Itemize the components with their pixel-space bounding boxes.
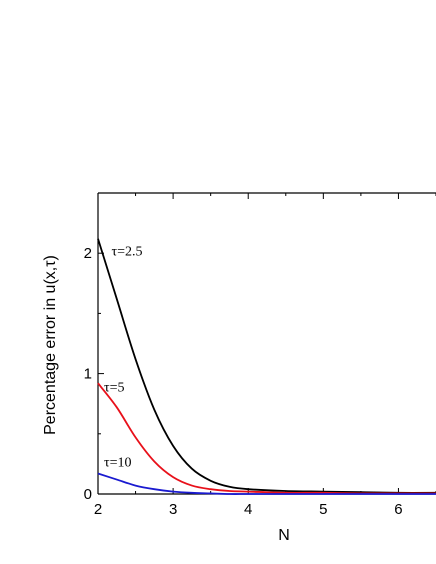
x-tick-label: 5 [319,501,327,518]
x-tick-label: 6 [394,501,402,518]
series-lines [97,238,436,495]
y-tick-label: 2 [84,245,92,262]
series-line-2 [97,382,436,495]
curve-label-2: τ=5 [104,381,125,396]
x-tick-label: 2 [94,501,102,518]
annotations: τ=2.5 τ=5 τ=10 [104,245,143,471]
axes [97,192,436,495]
x-axis-label: N [278,527,290,544]
curve-label-1: τ=2.5 [112,245,143,260]
series-line-1 [97,238,436,494]
tick-labels: 2 3 4 5 6 0 1 2 [84,245,403,518]
y-tick-label: 1 [84,366,92,383]
y-axis-label: Percentage error in u(x,τ) [42,255,59,435]
x-tick-label: 3 [169,501,177,518]
curve-label-3: τ=10 [104,455,132,470]
x-tick-label: 4 [244,501,252,518]
y-tick-label: 0 [84,486,92,503]
series-line-3 [97,472,436,495]
